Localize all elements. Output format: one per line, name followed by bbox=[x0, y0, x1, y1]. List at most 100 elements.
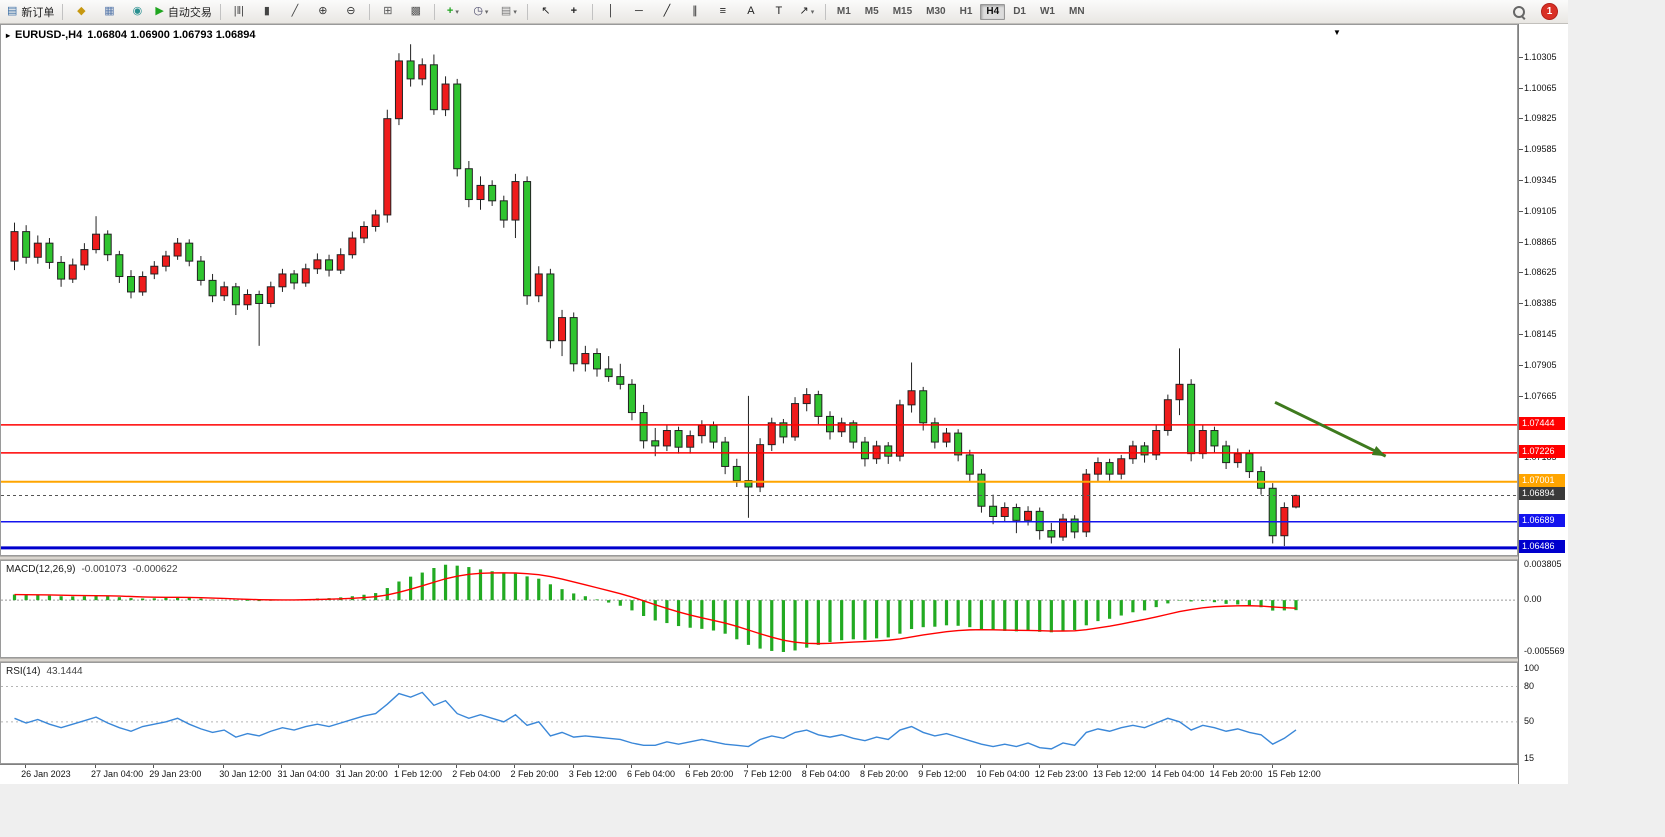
autotrade-label: 自动交易 bbox=[167, 6, 212, 19]
panel-splitter-rsi[interactable] bbox=[0, 658, 1518, 662]
time-tick-mark bbox=[1038, 765, 1040, 768]
auto-arrange-button[interactable]: ▩ bbox=[403, 1, 429, 23]
time-tick-mark bbox=[1096, 765, 1098, 768]
channel-button[interactable]: ∥ bbox=[682, 1, 708, 23]
new-chart-button[interactable]: + ▾ bbox=[440, 1, 466, 23]
crosshair-button[interactable]: + bbox=[561, 1, 587, 23]
chart-window: ▼ ▸ EURUSD-,H4 1.06804 1.06900 1.06793 1… bbox=[0, 24, 1568, 784]
time-tick-mark bbox=[1155, 765, 1157, 768]
time-tick-label: 14 Feb 20:00 bbox=[1209, 769, 1263, 779]
templates-dropdown-icon[interactable]: ▾ bbox=[513, 8, 517, 16]
cursor-button[interactable]: ↖ bbox=[533, 1, 559, 23]
search-icon bbox=[1511, 4, 1527, 20]
candle-chart-icon: ▮ bbox=[263, 5, 270, 17]
timeframe-M15-button[interactable]: M15 bbox=[892, 5, 913, 17]
arrows-button[interactable]: ↗ ▾ bbox=[794, 1, 820, 23]
time-tick-label: 2 Feb 20:00 bbox=[510, 769, 559, 779]
price-axis[interactable]: 1.10305 1.10065 1.09825 1.09585 1.09345 1.091… bbox=[1518, 24, 1568, 784]
time-tick-mark bbox=[980, 765, 982, 768]
price-tick-mark bbox=[1519, 272, 1523, 274]
timeframe-W1-button[interactable]: W1 bbox=[1039, 5, 1055, 17]
time-tick-label: 10 Feb 04:00 bbox=[976, 769, 1030, 779]
vertical-line-button[interactable]: │ bbox=[598, 1, 624, 23]
chart-dropdown-icon[interactable]: ▼ bbox=[1333, 28, 1341, 37]
search-button[interactable] bbox=[1506, 1, 1532, 23]
time-tick-mark bbox=[922, 765, 924, 768]
price-tick-mark bbox=[1519, 395, 1523, 397]
main-toolbar: ▤ 新订单 ◆ ▦ ◉ ▶ 自动交易 |‖| ▮ ╱ ⊕ ⊖ ⊞ ▩ + ▾ ◷ ▾ ▤ ▾ ↖ + │ ─ ╱ ∥ ≡ A T ↗ ▾ M1… bbox=[0, 0, 1568, 24]
macd-panel[interactable]: MACD(12,26,9) -0.001073 -0.000622 bbox=[0, 560, 1518, 658]
arrows-dropdown-icon[interactable]: ▾ bbox=[810, 8, 815, 16]
notification-badge[interactable]: 1 bbox=[1541, 3, 1558, 20]
fibonacci-button[interactable]: ≡ bbox=[710, 1, 736, 23]
toolbar-separator bbox=[591, 3, 593, 20]
toolbar-separator bbox=[433, 3, 435, 20]
line-chart-button[interactable]: ╱ bbox=[282, 1, 308, 23]
time-tick-label: 31 Jan 20:00 bbox=[335, 769, 388, 779]
macd-axis-label: 0.003805 bbox=[1524, 558, 1562, 569]
autotrade-button[interactable]: ▶ 自动交易 bbox=[152, 1, 214, 23]
time-tick-mark bbox=[223, 765, 225, 768]
zoom-out-button[interactable]: ⊖ bbox=[338, 1, 364, 23]
macd-chart[interactable] bbox=[1, 561, 1517, 657]
level-price-badge: 1.06689 bbox=[1519, 513, 1565, 527]
tile-windows-button[interactable]: ⊞ bbox=[375, 1, 401, 23]
time-axis[interactable]: 26 Jan 2023 27 Jan 04:00 29 Jan 23:00 30 Ja… bbox=[0, 764, 1518, 784]
new-chart-icon: + bbox=[446, 5, 454, 17]
timeframe-D1-button[interactable]: D1 bbox=[1013, 5, 1026, 17]
macd-axis-label: -0.005569 bbox=[1524, 646, 1565, 657]
fibonacci-icon: ≡ bbox=[719, 5, 727, 17]
panel-splitter-macd[interactable] bbox=[0, 556, 1518, 560]
timeframe-H1-button[interactable]: H1 bbox=[959, 5, 973, 17]
time-tick-label: 6 Feb 04:00 bbox=[626, 769, 675, 779]
rsi-chart[interactable] bbox=[1, 663, 1517, 763]
price-tick-label: 1.09825 bbox=[1524, 113, 1557, 124]
templates-button[interactable]: ▤ ▾ bbox=[496, 1, 522, 23]
new-chart-dropdown-icon[interactable]: ▾ bbox=[455, 8, 459, 16]
time-tick-mark bbox=[456, 765, 458, 768]
data-window-icon: ▦ bbox=[104, 5, 115, 17]
timeframe-MN-button[interactable]: MN bbox=[1068, 5, 1085, 17]
candle-chart-button[interactable]: ▮ bbox=[254, 1, 280, 23]
trendline-button[interactable]: ╱ bbox=[654, 1, 680, 23]
market-watch-button[interactable]: ◆ bbox=[68, 1, 94, 23]
profiles-button[interactable]: ◷ ▾ bbox=[468, 1, 494, 23]
time-tick-label: 12 Feb 23:00 bbox=[1034, 769, 1088, 779]
price-tick-label: 1.08865 bbox=[1524, 236, 1557, 247]
timeframe-M30-button[interactable]: M30 bbox=[926, 5, 946, 17]
horizontal-line-button[interactable]: ─ bbox=[626, 1, 652, 23]
main-chart-panel[interactable]: ▼ ▸ EURUSD-,H4 1.06804 1.06900 1.06793 1… bbox=[0, 24, 1518, 556]
time-tick-label: 13 Feb 12:00 bbox=[1092, 769, 1146, 779]
time-tick-label: 3 Feb 12:00 bbox=[568, 769, 617, 779]
text-button[interactable]: A bbox=[738, 1, 764, 23]
candlestick-chart[interactable] bbox=[1, 25, 1517, 555]
toolbar-separator bbox=[62, 3, 64, 20]
time-tick-label: 14 Feb 04:00 bbox=[1151, 769, 1205, 779]
time-tick-label: 31 Jan 04:00 bbox=[277, 769, 330, 779]
time-tick-mark bbox=[95, 765, 97, 768]
toolbar-separator bbox=[219, 3, 221, 20]
price-tick-mark bbox=[1519, 303, 1523, 305]
text-label-button[interactable]: T bbox=[766, 1, 792, 23]
new-order-button[interactable]: ▤ 新订单 bbox=[4, 1, 57, 23]
time-tick-mark bbox=[689, 765, 691, 768]
toolbar-separator bbox=[526, 3, 528, 20]
price-tick-label: 1.07665 bbox=[1524, 390, 1557, 401]
macd-axis-label: 0.00 bbox=[1524, 594, 1542, 605]
profiles-dropdown-icon[interactable]: ▾ bbox=[484, 8, 489, 16]
timeframe-M5-button[interactable]: M5 bbox=[864, 5, 879, 17]
zoom-in-button[interactable]: ⊕ bbox=[310, 1, 336, 23]
timeframe-H4-button[interactable]: H4 bbox=[980, 3, 1006, 20]
text-icon: A bbox=[747, 5, 755, 17]
rsi-axis-label: 100 bbox=[1524, 663, 1540, 673]
bar-chart-button[interactable]: |‖| bbox=[226, 1, 252, 23]
data-window-button[interactable]: ▦ bbox=[96, 1, 122, 23]
timeframe-M1-button[interactable]: M1 bbox=[836, 5, 851, 17]
trend-arrowhead bbox=[1371, 445, 1386, 457]
navigator-button[interactable]: ◉ bbox=[124, 1, 150, 23]
rsi-panel[interactable]: RSI(14) 43.1444 bbox=[0, 662, 1518, 764]
time-tick-mark bbox=[25, 765, 27, 768]
time-tick-label: 27 Jan 04:00 bbox=[91, 769, 144, 779]
time-tick-mark bbox=[630, 765, 632, 768]
new-order-label: 新订单 bbox=[21, 6, 55, 19]
